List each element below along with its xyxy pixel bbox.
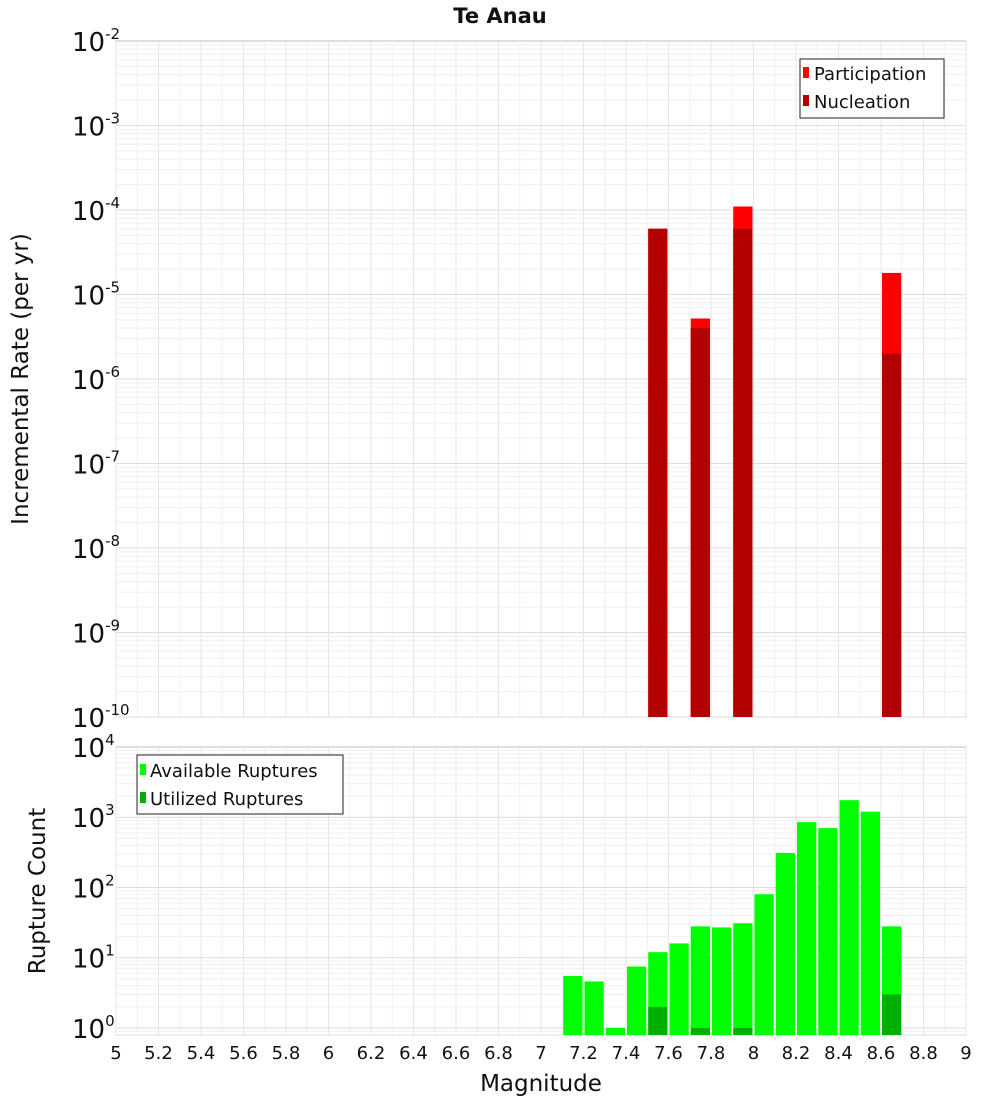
top-legend-box xyxy=(799,58,945,119)
bar-nucleation xyxy=(690,328,710,717)
top-bars xyxy=(648,206,902,717)
x-tick-label: 7.2 xyxy=(569,1043,598,1064)
x-tick-label: 5.4 xyxy=(187,1043,216,1064)
bar-available-ruptures xyxy=(627,966,647,1035)
bottom-gridlines xyxy=(115,747,967,1036)
bar-available-ruptures xyxy=(733,923,753,1035)
bottom-legend: Available Ruptures Utilized Ruptures xyxy=(136,754,344,815)
y-tick-label: 103 xyxy=(72,801,115,834)
x-tick-label: 7 xyxy=(535,1043,546,1064)
bar-available-ruptures xyxy=(818,828,838,1035)
legend-label-utilized: Utilized Ruptures xyxy=(150,789,303,810)
legend-label-nucleation: Nucleation xyxy=(814,92,910,113)
y-tick-label: 10-2 xyxy=(72,25,120,58)
bar-available-ruptures xyxy=(584,981,604,1035)
top-legend: Participation Nucleation xyxy=(799,58,945,119)
x-tick-label: 6.8 xyxy=(484,1043,513,1064)
y-tick-label: 101 xyxy=(72,942,115,975)
x-tick-label: 9 xyxy=(960,1043,971,1064)
x-tick-label: 8.8 xyxy=(909,1043,938,1064)
y-tick-label: 10-6 xyxy=(72,363,120,396)
x-tick-label: 6.2 xyxy=(357,1043,386,1064)
bar-utilized-ruptures xyxy=(733,1027,753,1035)
y-tick-label: 10-5 xyxy=(72,279,120,312)
bar-available-ruptures xyxy=(605,1027,625,1035)
x-tick-label: 5 xyxy=(110,1043,121,1064)
y-tick-label: 10-9 xyxy=(72,617,120,650)
y-tick-label: 10-7 xyxy=(72,448,120,481)
x-tick-label: 8 xyxy=(748,1043,759,1064)
legend-swatch-nucleation xyxy=(803,95,809,106)
bar-available-ruptures xyxy=(712,927,732,1035)
x-tick-label: 7.6 xyxy=(654,1043,683,1064)
x-tick-label: 6.6 xyxy=(442,1043,471,1064)
legend-label-available: Available Ruptures xyxy=(150,761,318,782)
legend-label-participation: Participation xyxy=(814,64,926,85)
y-tick-label: 100 xyxy=(72,1012,115,1045)
bar-available-ruptures xyxy=(754,894,774,1035)
legend-swatch-available xyxy=(140,764,146,775)
x-axis-label: Magnitude xyxy=(480,1071,602,1097)
x-tick-label: 8.6 xyxy=(867,1043,896,1064)
y-tick-label: 10-4 xyxy=(72,194,120,227)
bar-nucleation xyxy=(648,228,668,717)
top-gridlines xyxy=(115,41,967,718)
y-tick-label: 10-3 xyxy=(72,110,120,143)
bar-available-ruptures xyxy=(860,811,880,1035)
y-tick-label: 104 xyxy=(72,731,115,764)
x-tick-label: 7.8 xyxy=(697,1043,726,1064)
legend-swatch-utilized xyxy=(140,792,146,803)
x-tick-label: 5.8 xyxy=(272,1043,301,1064)
x-tick-label: 6.4 xyxy=(399,1043,428,1064)
bar-utilized-ruptures xyxy=(690,1027,710,1035)
y-tick-label: 10-10 xyxy=(72,701,130,734)
bottom-legend-box xyxy=(136,754,344,815)
bar-available-ruptures xyxy=(797,822,817,1035)
bar-available-ruptures xyxy=(563,975,583,1035)
bar-available-ruptures xyxy=(839,800,859,1035)
chart-title: Te Anau xyxy=(453,4,546,28)
x-tick-label: 5.6 xyxy=(229,1043,258,1064)
x-tick-label: 7.4 xyxy=(612,1043,641,1064)
y-tick-label: 10-8 xyxy=(72,532,120,565)
bottom-y-tick-labels: 100 101 102 103 104 xyxy=(72,731,115,1045)
bottom-bars xyxy=(563,800,902,1035)
x-tick-label: 6 xyxy=(323,1043,334,1064)
bar-utilized-ruptures xyxy=(882,994,902,1035)
x-tick-label: 5.2 xyxy=(144,1043,173,1064)
legend-swatch-participation xyxy=(803,67,809,78)
bar-available-ruptures xyxy=(775,852,795,1035)
bottom-y-axis-label: Rupture Count xyxy=(25,808,51,974)
bar-available-ruptures xyxy=(690,926,710,1035)
bar-nucleation xyxy=(882,353,902,717)
x-tick-label: 8.2 xyxy=(782,1043,811,1064)
bar-available-ruptures xyxy=(669,943,689,1035)
top-y-axis-label: Incremental Rate (per yr) xyxy=(8,233,34,525)
y-tick-label: 102 xyxy=(72,871,115,904)
bar-utilized-ruptures xyxy=(648,1006,668,1035)
bar-nucleation xyxy=(733,228,753,717)
x-tick-labels: 5 5.2 5.4 5.6 5.8 6 6.2 6.4 6.6 6.8 7 7.2 7.4 7.6 7.8 8… xyxy=(110,1043,971,1064)
x-tick-label: 8.4 xyxy=(824,1043,853,1064)
